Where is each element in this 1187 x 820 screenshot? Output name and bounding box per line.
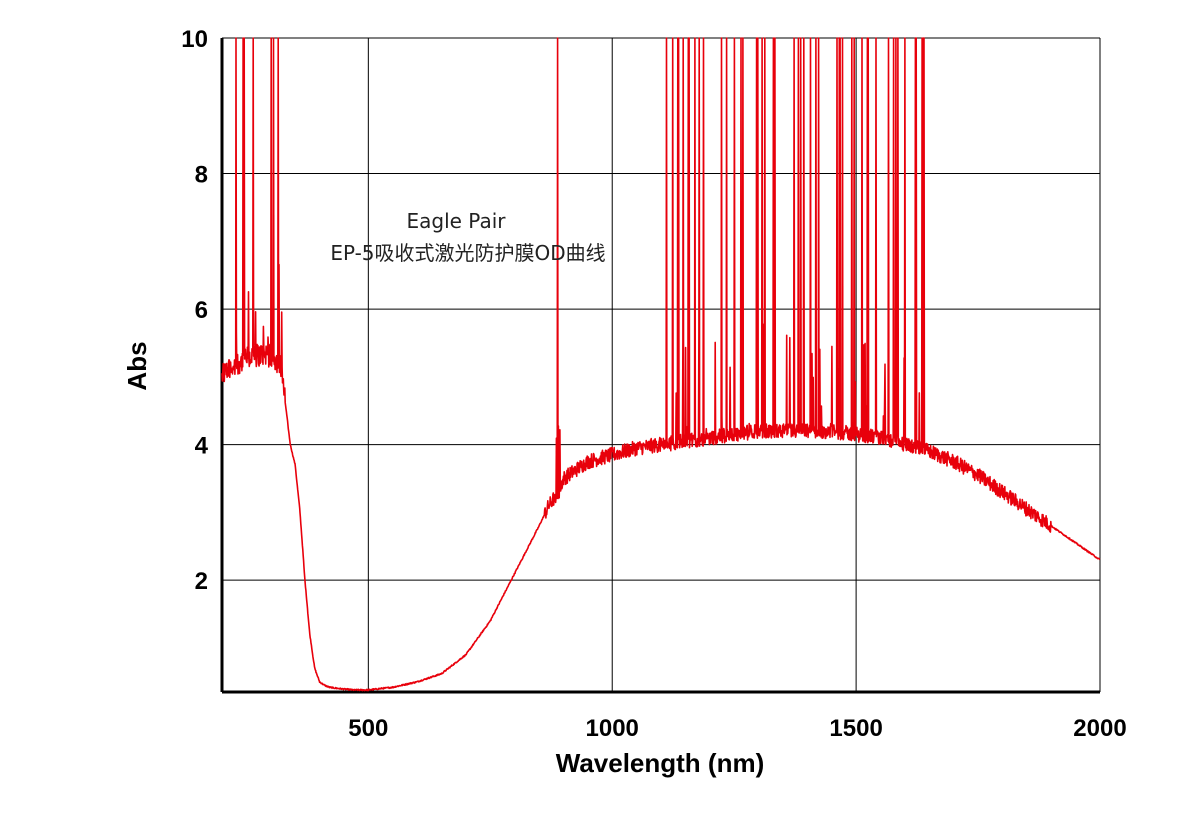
y-tick-label: 8 bbox=[195, 162, 208, 189]
y-axis-title: Abs bbox=[122, 341, 152, 390]
annotation-line-2: EP-5吸收式激光防护膜OD曲线 bbox=[330, 241, 605, 265]
grid-layer bbox=[222, 37, 1101, 692]
y-tick-label: 2 bbox=[195, 568, 208, 595]
series-layer bbox=[221, 37, 1101, 692]
ticks-layer: 500 1000 1500 2000 2 4 6 8 10 bbox=[181, 26, 1126, 742]
y-tick-label: 10 bbox=[181, 26, 208, 53]
x-tick-label: 2000 bbox=[1073, 715, 1126, 742]
x-axis-title: Wavelength (nm) bbox=[556, 748, 764, 778]
series-line bbox=[221, 37, 1101, 692]
y-tick-label: 4 bbox=[195, 433, 209, 460]
x-tick-label: 500 bbox=[348, 715, 388, 742]
x-tick-label: 1500 bbox=[829, 715, 882, 742]
axes-layer bbox=[220, 38, 1100, 694]
annotation-line-1: Eagle Pair bbox=[406, 209, 506, 233]
y-tick-label: 6 bbox=[195, 297, 208, 324]
x-tick-label: 1000 bbox=[586, 715, 639, 742]
